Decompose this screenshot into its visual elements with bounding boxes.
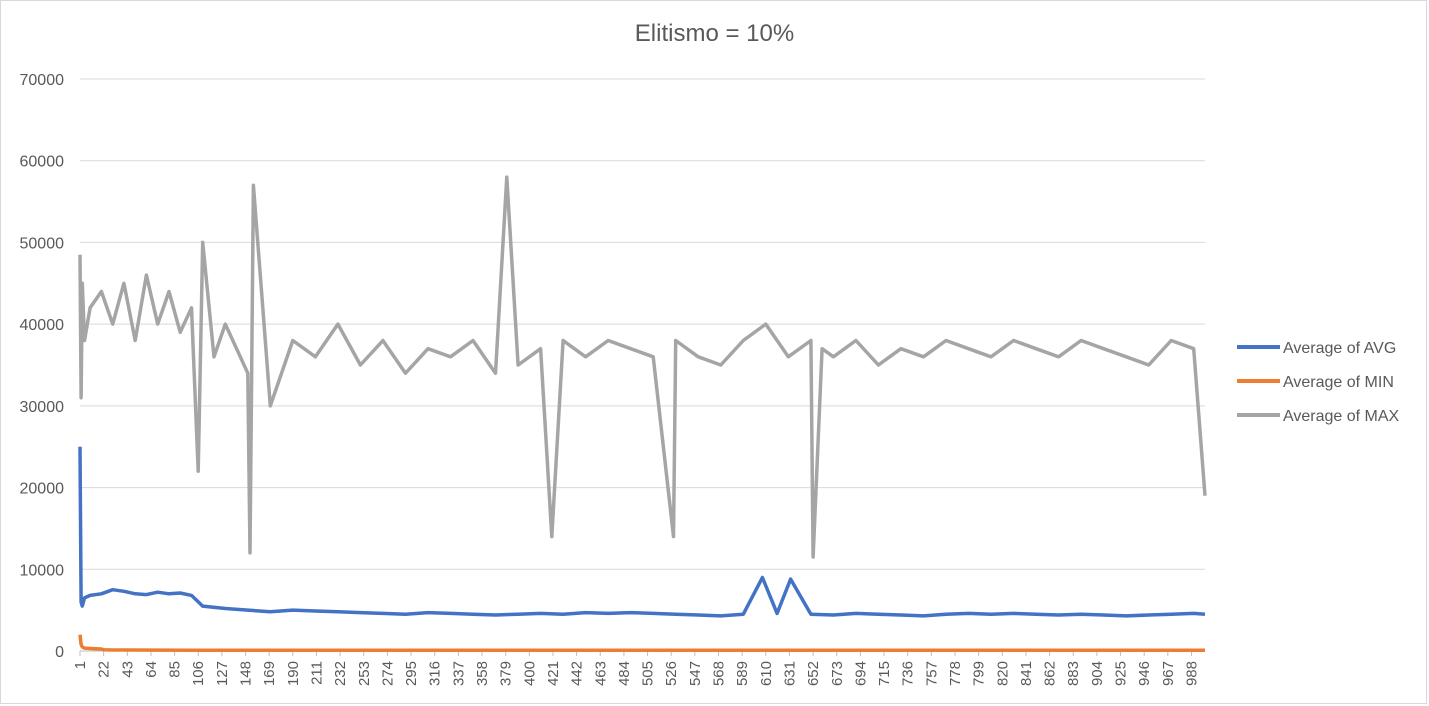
x-tick-label: 43 [119,661,136,678]
x-tick-label: 694 [852,661,869,686]
legend: Average of AVG Average of MIN Average of M… [1237,340,1400,425]
x-tick-label: 148 [238,661,255,686]
x-tick-label: 673 [829,661,846,686]
x-tick-label: 400 [521,661,538,686]
x-tick-label: 442 [569,661,586,686]
x-tick-label: 589 [734,661,751,686]
x-tick-label: 526 [663,661,680,686]
x-tick-label: 316 [427,661,444,686]
y-tick-label: 60000 [20,154,65,171]
series-lines [78,175,1207,652]
x-tick-label: 190 [285,661,302,686]
y-tick-label: 40000 [20,317,65,334]
y-tick-label: 70000 [20,72,65,89]
x-tick-label: 22 [96,661,113,678]
x-tick-label: 337 [450,661,467,686]
x-tick-label: 988 [1183,661,1200,686]
chart-title: Elitismo = 10% [634,20,795,47]
legend-label-0: Average of AVG [1283,340,1396,357]
series-line-0 [78,446,1206,618]
x-tick-label: 610 [758,661,775,686]
x-tick-label: 736 [900,661,917,686]
x-tick-label: 253 [356,661,373,686]
y-tick-label: 0 [55,644,64,661]
x-tick-label: 232 [332,661,349,686]
x-tick-label: 85 [167,661,184,678]
x-tick-label: 1 [72,661,89,669]
x-tick-label: 757 [923,661,940,686]
x-tick-label: 106 [190,661,207,686]
x-tick-label: 379 [498,661,515,686]
y-tick-label: 50000 [20,235,65,252]
x-tick-label: 925 [1113,661,1130,686]
x-tick-label: 715 [876,661,893,686]
x-tick-label: 547 [687,661,704,686]
x-tick-label: 631 [781,661,798,686]
x-tick-label: 484 [616,661,633,686]
x-tick-label: 295 [403,661,420,686]
x-tick-label: 841 [1018,661,1035,686]
series-line-1 [78,634,1205,652]
legend-label-2: Average of MAX [1283,408,1400,425]
x-tick-label: 568 [711,661,728,686]
x-tick-label: 463 [592,661,609,686]
x-tick-label: 820 [994,661,1011,686]
series-line-2 [78,175,1207,559]
x-tick-label: 505 [640,661,657,686]
x-tick-label: 652 [805,661,822,686]
y-tick-label: 30000 [20,399,65,416]
x-tick-label: 64 [143,661,160,678]
x-tick-label: 211 [308,661,325,685]
legend-label-1: Average of MIN [1283,374,1394,391]
x-tick-label: 358 [474,661,491,686]
x-tick-label: 421 [545,661,562,686]
y-tick-label: 10000 [20,562,65,579]
x-tick-label: 967 [1160,661,1177,686]
x-tick-label: 862 [1042,661,1059,686]
x-tick-label: 946 [1136,661,1153,686]
x-axis: 1 22 43 64 85 106 127 148 169 190 211 232 253 274 295 3… [72,651,1200,686]
x-tick-label: 127 [214,661,231,686]
y-tick-label: 20000 [20,481,65,498]
y-axis-ticks: 0 10000 20000 30000 40000 50000 60000 70000 [20,72,65,661]
x-tick-label: 883 [1065,661,1082,686]
x-tick-label: 169 [261,661,278,686]
x-tick-label: 778 [947,661,964,686]
x-tick-label: 274 [379,661,396,686]
gridlines [80,78,1205,652]
x-tick-label: 904 [1089,661,1106,686]
x-tick-label: 799 [971,661,988,686]
